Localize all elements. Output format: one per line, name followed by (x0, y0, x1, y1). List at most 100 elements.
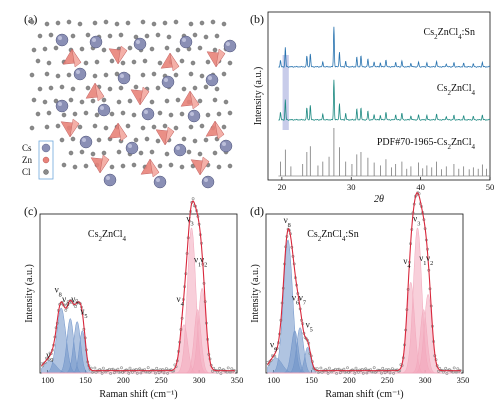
data-point (164, 367, 168, 371)
peak-label: ν6 (292, 292, 299, 306)
cl-atom (199, 20, 205, 26)
data-point (74, 305, 77, 309)
cs-atom (187, 109, 201, 123)
cl-atom (79, 149, 85, 155)
peak-label: ν6 (62, 294, 69, 308)
cl-atom (37, 33, 43, 39)
cl-atom (162, 123, 168, 129)
cl-atom (48, 85, 54, 91)
cs-atom-highlight (190, 112, 194, 116)
cl-atom (179, 58, 185, 64)
cl-atom (188, 21, 194, 27)
cl-atom (92, 73, 98, 79)
cl-atom (118, 85, 124, 91)
data-point (390, 367, 394, 371)
cl-atom (205, 112, 211, 118)
cl-atom (55, 123, 61, 129)
cl-atom (157, 60, 163, 66)
cs-atom (153, 175, 167, 189)
cl-atom (175, 47, 181, 53)
y-axis-title: Intensity (a.u.) (250, 264, 261, 323)
cl-atom (44, 21, 50, 27)
data-point (101, 366, 105, 370)
peak-label: ν3 (413, 214, 420, 228)
data-point (109, 371, 113, 375)
cl-atom (205, 59, 211, 65)
cl-atom (188, 71, 194, 77)
data-point (75, 298, 79, 302)
cs-atom (133, 37, 147, 51)
cl-atom (140, 19, 146, 25)
peak-label: ν4 (403, 256, 411, 270)
cl-atom (223, 99, 229, 105)
cl-atom (192, 138, 198, 144)
cl-atom (66, 19, 72, 25)
peak-label: ν2 (200, 254, 207, 268)
cl-atom (48, 32, 54, 38)
x-tick-label: 20 (278, 182, 287, 192)
cl-atom (101, 150, 107, 156)
cl-atom (46, 60, 52, 66)
cl-atom (181, 136, 187, 142)
cl-atom (227, 60, 233, 66)
cl-atom (109, 58, 115, 64)
cl-atom (70, 86, 76, 92)
cl-atom (199, 73, 205, 79)
cl-atom (140, 72, 146, 78)
peak-label: ν3 (186, 214, 193, 228)
cl-atom (53, 98, 59, 104)
data-point (383, 371, 387, 375)
data-point (120, 366, 123, 370)
sample-title: Cs2ZnCl4:Sn (307, 229, 358, 243)
cl-atom (94, 112, 100, 118)
cl-atom (90, 151, 96, 157)
cl-atom (186, 149, 192, 155)
data-point (219, 372, 223, 375)
cs-atom-highlight (164, 78, 168, 82)
zncl4-tetrahedron-face (214, 120, 225, 140)
zncl4-tetrahedron-face (189, 90, 200, 110)
data-point (381, 366, 385, 370)
cs-atom-highlight (120, 74, 124, 78)
cl-atom (79, 99, 85, 105)
cl-atom (59, 137, 65, 143)
cl-atom (114, 71, 120, 77)
cl-atom (109, 111, 115, 117)
data-point (230, 367, 234, 371)
cl-atom (37, 86, 43, 92)
cl-atom (77, 21, 83, 27)
x-tick-label: 30 (347, 182, 356, 192)
cs-atom-highlight (176, 146, 180, 150)
cl-atom (162, 20, 168, 26)
panel-d-label: (d) (250, 204, 264, 218)
cl-atom (155, 85, 161, 91)
data-point (146, 366, 150, 370)
cl-atom (120, 60, 126, 66)
zncl4-tetrahedron-face (117, 122, 128, 142)
cl-atom (133, 34, 139, 40)
x-tick-label: 200 (117, 375, 130, 385)
cl-atom (66, 72, 72, 78)
cl-atom (35, 58, 41, 64)
cl-atom (53, 45, 59, 51)
cl-atom (173, 19, 179, 25)
cl-atom (168, 112, 174, 118)
zncl4-tetrahedron-face (69, 118, 80, 138)
xrd-series-line (278, 79, 491, 121)
cs-atom-highlight (92, 38, 96, 42)
data-point (64, 308, 68, 312)
cl-atom (42, 99, 48, 105)
cl-atom (44, 124, 50, 130)
cl-atom (131, 112, 137, 118)
cl-atom (179, 111, 185, 117)
cs-atom (141, 107, 155, 121)
cs-atom-highlight (58, 102, 62, 106)
x-tick-label: 50 (486, 182, 495, 192)
x-tick-label: 200 (343, 375, 356, 385)
legend-cl-label: Cl (22, 167, 31, 177)
cl-atom (151, 71, 157, 77)
peak-label: ν8 (284, 215, 291, 229)
zncl4-tetrahedron-face (117, 45, 128, 65)
data-point (342, 367, 346, 371)
